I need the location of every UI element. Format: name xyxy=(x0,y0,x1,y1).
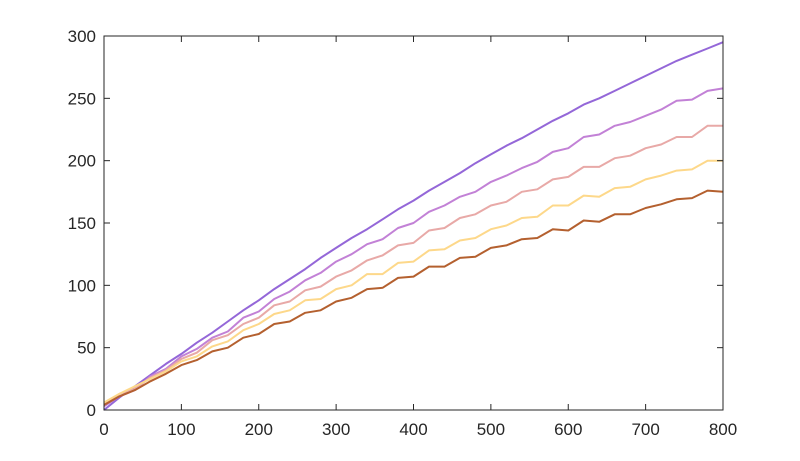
x-tick-label: 800 xyxy=(709,420,737,439)
series-line-4 xyxy=(103,159,723,404)
y-tick-label: 250 xyxy=(68,89,96,108)
series-line-2 xyxy=(103,87,724,408)
x-tick-label: 0 xyxy=(99,420,108,439)
series-line-1 xyxy=(103,41,724,411)
x-tick-label: 600 xyxy=(554,420,582,439)
series-layer xyxy=(103,41,724,411)
x-tick-label: 200 xyxy=(245,420,273,439)
y-tick-label: 0 xyxy=(87,401,96,420)
x-tick-label: 500 xyxy=(477,420,505,439)
x-tick-label: 700 xyxy=(631,420,659,439)
series-line-5 xyxy=(103,189,724,406)
x-tick-label: 100 xyxy=(167,420,195,439)
axis-ticks xyxy=(103,35,724,411)
x-tick-label: 400 xyxy=(399,420,427,439)
series-line-3 xyxy=(103,124,723,405)
x-axis: 0 100 200 300 400 500 600 700 800 xyxy=(99,420,737,439)
y-tick-label: 150 xyxy=(68,214,96,233)
y-tick-label: 50 xyxy=(77,339,96,358)
y-tick-label: 200 xyxy=(68,152,96,171)
y-tick-label: 100 xyxy=(68,276,96,295)
y-tick-label: 300 xyxy=(68,27,96,46)
y-axis: 0 50 100 150 200 250 300 xyxy=(68,27,96,420)
x-tick-label: 300 xyxy=(322,420,350,439)
